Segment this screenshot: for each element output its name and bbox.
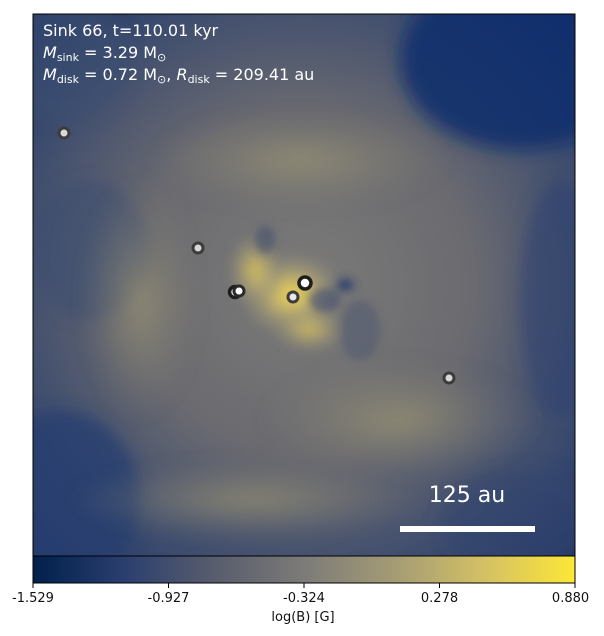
- sink-marker: [191, 241, 205, 255]
- sink-marker: [232, 284, 246, 298]
- sink-mass-symbol: M: [43, 43, 57, 62]
- disk-mass-value: = 0.72 M: [78, 65, 158, 84]
- colorbar-label: log(B) [G]: [271, 610, 335, 625]
- sink-marker: [442, 371, 456, 385]
- separator: ,: [166, 65, 177, 84]
- disk-radius-symbol: R: [176, 65, 188, 84]
- colorbar: [32, 555, 576, 584]
- disk-radius-subscript: disk: [187, 73, 210, 86]
- disk-mass-symbol: M: [43, 65, 57, 84]
- colorbar-tick-label: -1.529: [12, 591, 54, 606]
- colorbar-tick-label: 0.880: [551, 591, 590, 606]
- solar-symbol: ⊙: [157, 51, 167, 64]
- scale-bar: [400, 526, 535, 532]
- warm-swirl-regions: [70, 110, 540, 540]
- sink-markers: [57, 126, 456, 385]
- sink-mass-label: Msink = 3.29 M⊙: [43, 42, 166, 68]
- colorbar-ticks: [32, 583, 576, 588]
- high-field-core: [225, 230, 350, 355]
- solar-symbol: ⊙: [157, 73, 167, 86]
- sink-title: Sink 66, t=110.01 kyr: [43, 21, 219, 40]
- colorbar-tick-label: -0.324: [283, 591, 325, 606]
- sink-mass-subscript: sink: [56, 51, 79, 64]
- disk-mass-subscript: disk: [56, 73, 79, 86]
- sink-mass-value: = 3.29 M: [78, 43, 158, 62]
- scale-bar-label: 125 au: [428, 483, 506, 508]
- sink-marker: [286, 290, 300, 304]
- disk-radius-value: = 209.41 au: [209, 65, 315, 84]
- sink-marker: [297, 275, 313, 291]
- low-field-knots: [255, 226, 380, 360]
- disk-properties-label: Mdisk = 0.72 M⊙, Rdisk = 209.41 au: [43, 64, 314, 90]
- colorbar-tick-label: -0.927: [147, 591, 190, 606]
- sink-marker: [57, 126, 71, 140]
- colorbar-tick-label: 0.278: [420, 591, 459, 606]
- magnetic-field-map: [33, 14, 575, 556]
